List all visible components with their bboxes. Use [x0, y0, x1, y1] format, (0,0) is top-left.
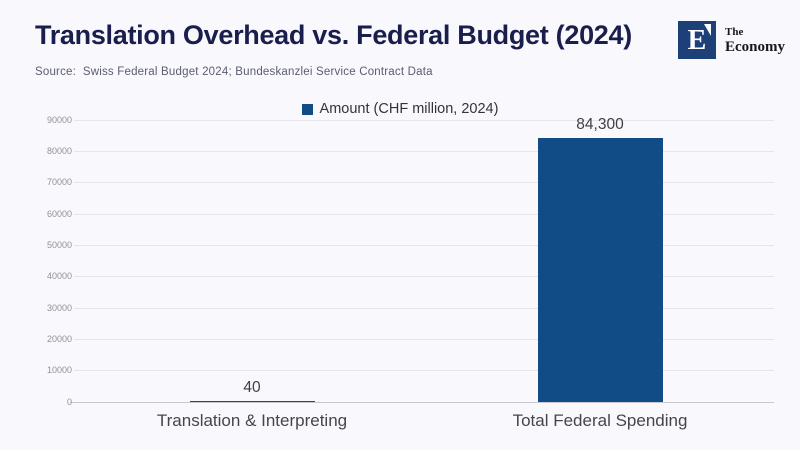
bar-value-label: 40 [243, 379, 261, 397]
bar-value-label: 84,300 [576, 116, 624, 134]
gridline [74, 245, 774, 247]
bar [537, 138, 663, 403]
x-axis-line [70, 401, 774, 403]
logo-wordmark: The Economy [725, 21, 785, 59]
logo-wordmark-line2: Economy [725, 38, 785, 55]
category-label: Total Federal Spending [512, 411, 688, 430]
chart-legend: Amount (CHF million, 2024) [0, 101, 800, 117]
category-label: Translation & Interpreting [156, 411, 348, 430]
logo-apostrophe-mark [704, 24, 711, 36]
gridline [74, 307, 774, 309]
page-title: Translation Overhead vs. Federal Budget … [35, 20, 632, 50]
logo-monogram-box: E [678, 21, 716, 59]
y-axis-tick-label: 60000 [46, 208, 72, 219]
logo-wordmark-line1: The [725, 25, 744, 38]
y-axis-tick-label: 50000 [46, 240, 72, 251]
gridline [74, 213, 774, 215]
y-axis-tick-label: 0 [66, 396, 72, 407]
y-axis-tick-label: 90000 [46, 114, 72, 125]
source-note: Source: Swiss Federal Budget 2024; Bunde… [35, 66, 433, 78]
gridline [74, 370, 774, 372]
bar [189, 401, 315, 403]
legend-label: Amount (CHF million, 2024) [319, 101, 499, 117]
y-axis-tick-label: 80000 [46, 146, 72, 157]
y-axis-tick-label: 40000 [46, 271, 72, 282]
gridline [74, 276, 774, 278]
gridline [74, 151, 774, 153]
gridline [74, 339, 774, 341]
gridline [74, 182, 774, 184]
logo-monogram: E [687, 24, 707, 56]
gridline [74, 119, 774, 121]
y-axis-tick-label: 20000 [46, 334, 72, 345]
brand-logo: E The Economy [678, 21, 785, 59]
y-axis-tick-label: 10000 [46, 365, 72, 376]
y-axis-tick-label: 70000 [46, 177, 72, 188]
legend-color-swatch [301, 103, 313, 115]
y-axis-tick-label: 30000 [46, 302, 72, 313]
